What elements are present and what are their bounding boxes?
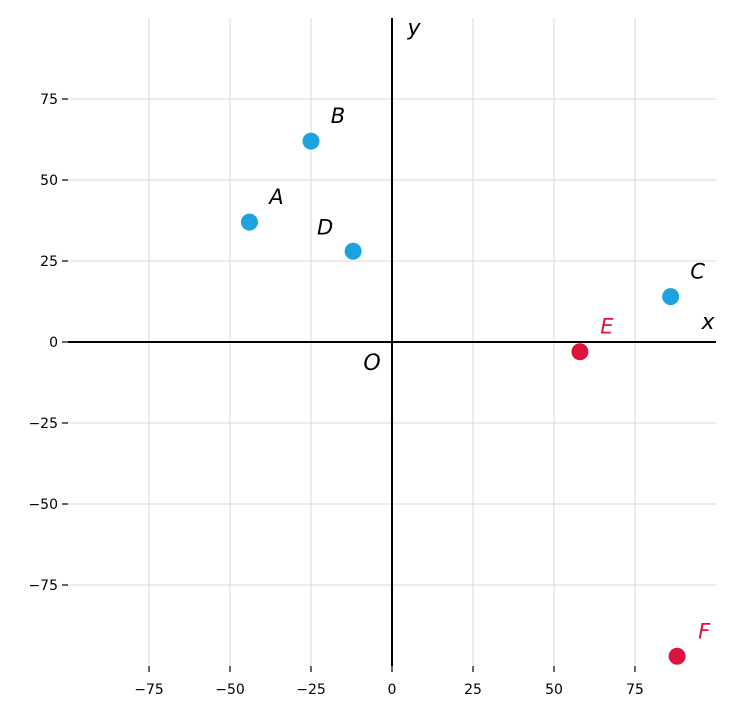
x-axis-name: x <box>700 310 715 335</box>
point-label-e: E <box>600 315 614 339</box>
axes <box>68 18 716 666</box>
data-points: A B C D E F <box>240 104 711 665</box>
point-label-d: D <box>317 215 333 239</box>
y-tick-label: 75 <box>40 92 58 108</box>
point-d <box>344 242 362 260</box>
x-tick-label: 50 <box>545 682 563 698</box>
tick-labels: −75 −50 −25 0 25 50 75 −75 −50 −25 0 25 50 75 <box>28 92 643 698</box>
x-tick-label: 75 <box>626 682 644 698</box>
point-e <box>571 343 589 361</box>
x-tick-label: 0 <box>388 682 397 698</box>
y-axis-name: y <box>406 16 421 41</box>
point-c <box>662 288 680 306</box>
y-tick-label: −75 <box>28 578 58 594</box>
x-tick-label: −25 <box>296 682 326 698</box>
x-tick-label: −50 <box>215 682 245 698</box>
point-label-a: A <box>267 185 283 209</box>
point-label-b: B <box>331 104 345 128</box>
point-label-c: C <box>690 260 705 284</box>
y-tick-label: −50 <box>28 497 58 513</box>
x-tick-label: −75 <box>134 682 164 698</box>
x-tick-label: 25 <box>464 682 482 698</box>
y-tick-label: 25 <box>40 254 58 270</box>
point-a <box>240 213 258 231</box>
point-b <box>302 132 320 150</box>
y-tick-label: −25 <box>28 416 58 432</box>
y-tick-label: 50 <box>40 173 58 189</box>
point-f <box>668 647 686 665</box>
point-label-f: F <box>698 619 711 643</box>
y-tick-label: 0 <box>49 335 58 351</box>
origin-label: O <box>363 351 380 376</box>
